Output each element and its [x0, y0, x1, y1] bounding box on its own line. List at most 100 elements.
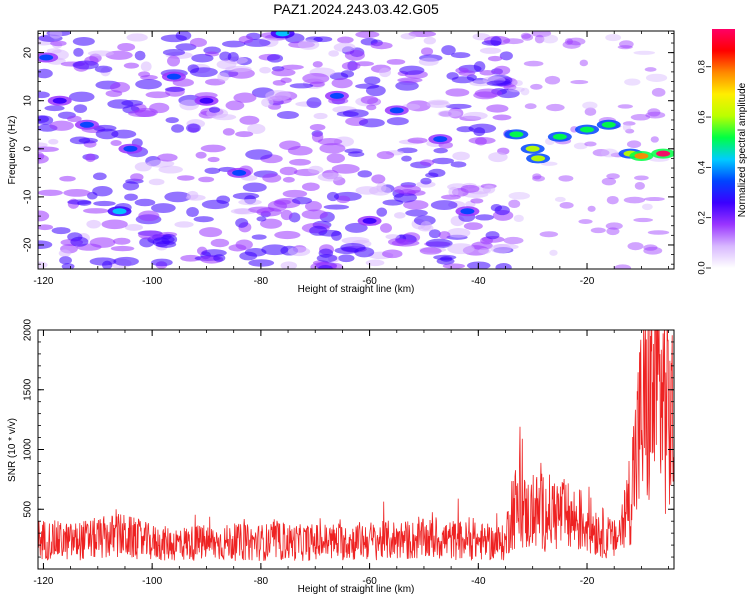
spectrogram-cell	[419, 159, 435, 166]
spectrogram-cell	[101, 219, 128, 230]
spectrogram-cell	[260, 218, 283, 229]
spectrogram-cell	[420, 220, 432, 231]
spectrogram-cell	[425, 172, 439, 178]
snr-y-axis-label: SNR (10 * v/v)	[7, 418, 18, 482]
spectrogram-cell	[539, 231, 559, 238]
spectrogram-cell	[492, 114, 512, 121]
spectrogram-feature-core	[123, 145, 138, 152]
spectrogram-cell	[371, 174, 386, 184]
spectrogram-cell	[50, 40, 67, 47]
spectrogram-cell	[475, 214, 494, 221]
spectrogram-feature-core	[232, 169, 247, 176]
spectrogram-cell	[189, 37, 207, 47]
spectrogram-cell	[151, 203, 176, 213]
spectrogram-cell	[235, 131, 254, 138]
spectrogram-cell	[85, 153, 96, 163]
spectrogram-cell	[423, 36, 437, 45]
spectrogram-cell	[225, 100, 245, 111]
spectrogram-cell	[458, 70, 476, 77]
spectrogram-cell	[387, 238, 409, 246]
spectrogram-feature-core	[509, 131, 524, 138]
spectrogram-cell	[495, 263, 512, 269]
spectrogram-cell	[336, 195, 351, 204]
spectrogram-cell	[134, 50, 146, 61]
spectrogram-cell	[44, 105, 65, 112]
spectrogram-cell	[318, 265, 333, 269]
spectrogram-cell	[73, 104, 88, 114]
spectrogram-cell	[386, 58, 406, 65]
spectrogram-cell	[274, 230, 301, 240]
spectrogram-cell	[195, 151, 207, 159]
spectrogram-cell	[606, 173, 620, 180]
spectrogram-cell	[157, 153, 178, 162]
spectrogram-cell	[623, 196, 646, 204]
spectrogram-feature-core	[275, 31, 290, 37]
spectrogram-cell	[313, 112, 328, 120]
snr-ticks: -120 -100 -80 -60 -40 -20 500 1000 1500 2000	[23, 318, 674, 587]
spectrogram-cell	[174, 221, 194, 228]
spectrogram-cell	[549, 249, 558, 256]
y-tick-label: 20	[23, 47, 34, 59]
spectrogram-cell	[138, 210, 160, 222]
spectrogram-cell	[176, 175, 195, 181]
spectrogram-cell	[148, 178, 165, 186]
spectrogram-cell	[38, 146, 59, 152]
spectrogram-cell	[643, 244, 658, 251]
spectrogram-cell	[605, 222, 623, 230]
spectrogram-cell	[105, 90, 123, 97]
spectrogram-cell	[171, 124, 185, 133]
spectrogram-cell	[365, 259, 385, 267]
spectrogram-cell	[266, 54, 284, 63]
spectrogram-cell	[546, 103, 565, 112]
spectrogram-cell	[187, 64, 200, 74]
spectrogram-blobs	[38, 31, 674, 269]
spectrogram-cell	[165, 117, 179, 124]
spectrogram-cell	[256, 216, 267, 222]
spectrogram-cell	[280, 77, 292, 84]
snr-panel: -120 -100 -80 -60 -40 -20 500 1000 1500 2000 Heig…	[7, 318, 675, 595]
spectrogram-cell	[282, 176, 295, 183]
spectrogram-cell	[338, 254, 355, 263]
spectrogram-cell	[447, 227, 471, 238]
spectrogram-cell	[399, 65, 425, 75]
spectrogram-cell	[307, 165, 324, 174]
spectrogram-cell	[113, 256, 139, 266]
spectrogram-cell	[287, 145, 313, 156]
spectrogram-cell	[247, 206, 275, 214]
snr-series-line	[38, 330, 674, 561]
spectrogram-cell	[281, 64, 304, 70]
spectrogram-cell	[238, 199, 262, 206]
spectrogram-cell	[162, 48, 186, 56]
spectrogram-cell	[460, 184, 480, 193]
spectrogram-cell	[626, 140, 642, 149]
spectrogram-cell	[306, 97, 322, 109]
spectrogram-cell	[59, 175, 76, 182]
spectrogram-cell	[58, 249, 71, 258]
spectrogram-cell	[419, 247, 442, 255]
spectrogram-cell	[420, 47, 434, 56]
colorbar-tick-label: 0.2	[697, 211, 708, 224]
spectrogram-cell	[72, 36, 95, 46]
spectrogram-cell	[329, 262, 344, 269]
spectrogram-cell	[130, 173, 144, 182]
spectrogram-cell	[70, 236, 89, 247]
spectrogram-y-axis-label: Frequency (Hz)	[7, 116, 18, 185]
spectrogram-cell	[323, 204, 350, 210]
spectrogram-cell	[179, 99, 200, 111]
spectrogram-cell	[200, 144, 226, 153]
spectrogram-cell	[51, 227, 71, 235]
spectrogram-cell	[382, 249, 403, 259]
spectrogram-cell	[38, 142, 48, 148]
spectrogram-cell	[124, 193, 138, 201]
spectrogram-cell	[650, 136, 659, 143]
spectrogram-cell	[340, 243, 366, 252]
spectrogram-cell	[401, 155, 412, 162]
spectrogram-cell	[175, 43, 197, 51]
spectrogram-cell	[239, 115, 260, 125]
spectrogram-cell	[261, 97, 274, 108]
spectrogram-feature-core	[79, 121, 94, 128]
spectrogram-cell	[38, 224, 54, 231]
spectrogram-cell	[584, 107, 597, 116]
x-tick-label: -60	[362, 276, 377, 287]
spectrogram-cell	[93, 200, 116, 207]
